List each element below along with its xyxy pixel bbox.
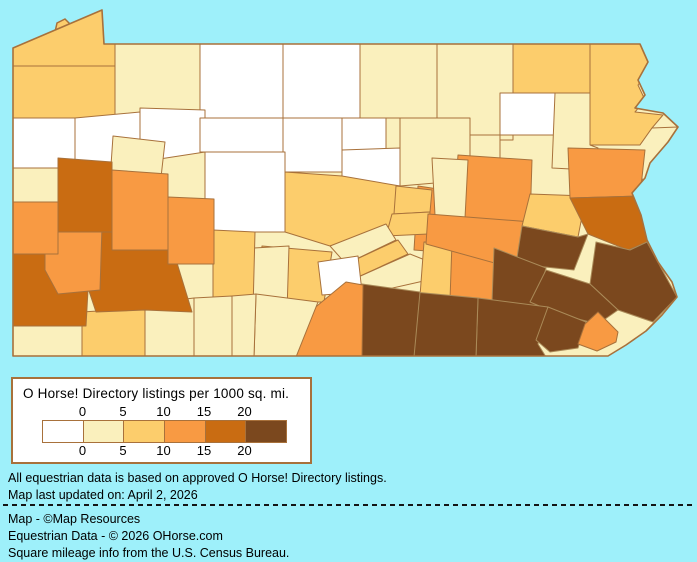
county-beaver (13, 201, 59, 255)
pennsylvania-county-map (12, 9, 679, 357)
map-notes: All equestrian data is based on approved… (8, 470, 387, 504)
county-elk (282, 117, 343, 173)
county-lancaster (409, 291, 479, 356)
county-erie (13, 10, 116, 67)
legend-swatch-1 (83, 421, 125, 442)
county-warren (114, 43, 201, 119)
legend-swatch-4 (205, 421, 247, 442)
county-york (359, 283, 421, 356)
note-data-source: All equestrian data is based on approved… (8, 471, 387, 485)
county-greene (13, 323, 83, 356)
legend-tick-label: 10 (156, 404, 171, 419)
note-last-updated: Map last updated on: April 2, 2026 (8, 488, 198, 502)
legend-tick-label: 20 (237, 404, 252, 419)
county-delaware (535, 306, 587, 353)
county-tioga (359, 43, 438, 119)
county-mifflin (329, 223, 397, 265)
dashed-separator (3, 504, 693, 506)
credit-square-mileage: Square mileage info from the U.S. Census… (8, 546, 290, 560)
legend-tick-label: 5 (119, 404, 127, 419)
county-columbia (431, 157, 469, 219)
county-butler (57, 157, 113, 233)
legend-tick-label: 5 (119, 443, 127, 458)
county-fulton (231, 293, 257, 356)
legend-tick-label: 10 (156, 443, 171, 458)
state-border (12, 9, 679, 357)
county-philadelphia (577, 311, 619, 352)
county-lawrence (13, 167, 59, 203)
county-chester (475, 297, 549, 356)
county-wyoming (499, 92, 556, 136)
county-susquehanna (512, 43, 591, 94)
legend-ticks-top: 0 5 10 15 20 (42, 404, 285, 420)
county-armstrong (111, 169, 169, 251)
credit-equestrian-data: Equestrian Data - © 2026 OHorse.com (8, 529, 223, 543)
legend-swatch-2 (124, 421, 166, 442)
legend-title: O Horse! Directory listings per 1000 sq.… (23, 386, 290, 401)
county-fayette (81, 307, 146, 356)
county-crawford (13, 65, 116, 119)
legend-swatch-3 (165, 421, 206, 442)
county-snyder (385, 211, 431, 237)
legend-swatch-5 (246, 421, 287, 442)
county-adams (293, 281, 364, 356)
county-indiana (167, 196, 215, 265)
county-clearfield (204, 151, 286, 233)
legend-box: O Horse! Directory listings per 1000 sq.… (11, 377, 312, 464)
county-mckean (199, 43, 284, 119)
county-potter (282, 43, 361, 119)
credit-map: Map - ©Map Resources (8, 512, 141, 526)
county-bedford (193, 295, 233, 356)
legend-tick-label: 0 (78, 443, 87, 458)
county-jefferson (199, 117, 284, 153)
legend-tick-label: 0 (78, 404, 87, 419)
map-credits: Map - ©Map Resources Equestrian Data - ©… (8, 511, 289, 562)
legend-tick-label: 15 (196, 443, 212, 458)
legend-tick-label: 15 (196, 404, 212, 419)
legend-color-ramp (42, 420, 287, 443)
legend-ticks-bottom: 0 5 10 15 20 (42, 443, 285, 459)
legend-swatch-0 (43, 421, 84, 442)
county-union (393, 185, 433, 215)
legend-tick-label: 20 (237, 443, 252, 458)
